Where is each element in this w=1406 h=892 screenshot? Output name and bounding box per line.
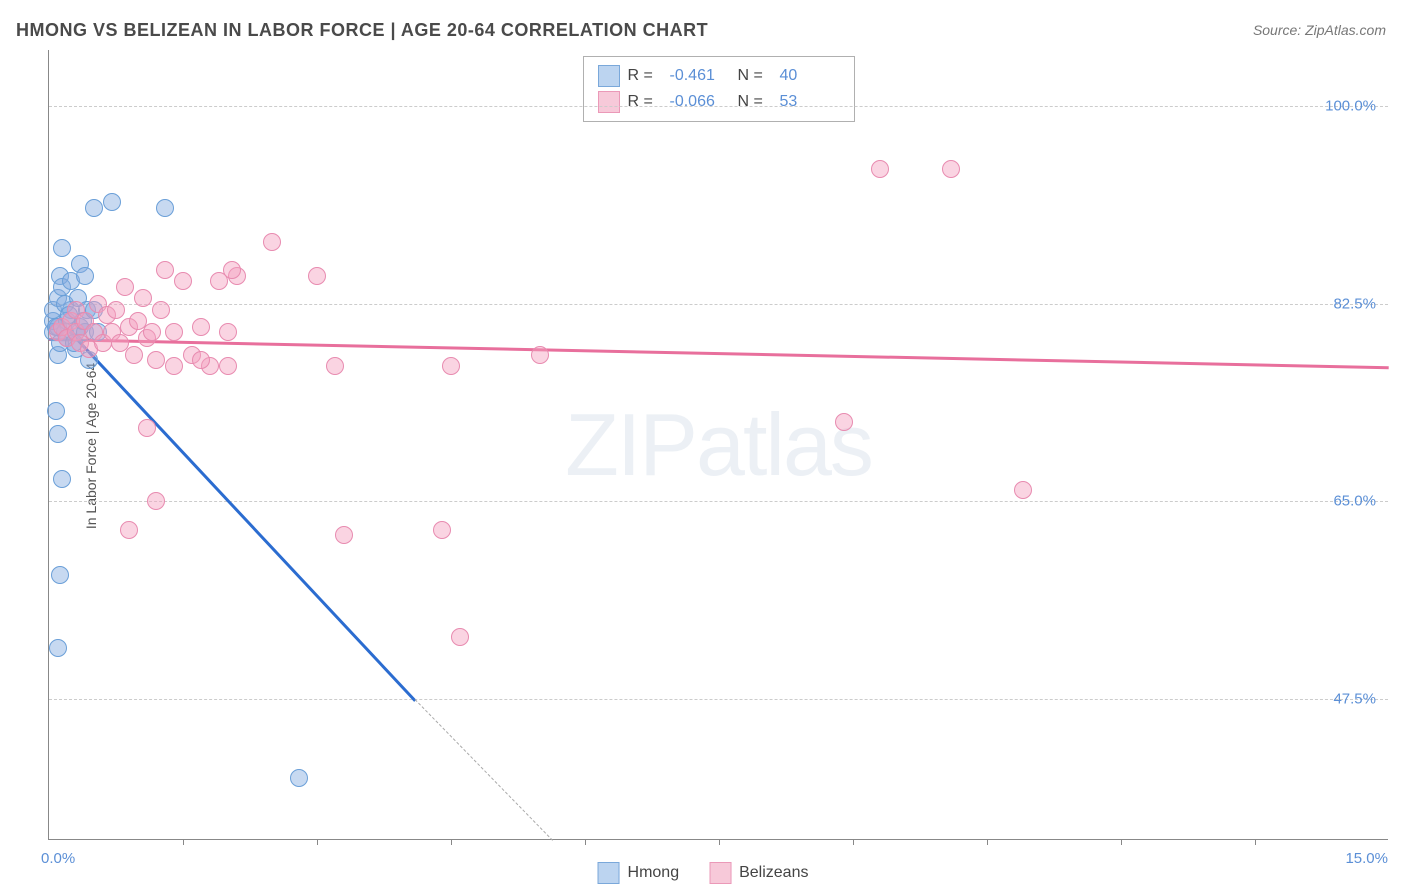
data-point bbox=[49, 425, 67, 443]
correlation-legend: R = -0.461 N = 40 R = -0.066 N = 53 bbox=[583, 56, 855, 122]
data-point bbox=[219, 323, 237, 341]
legend-item: Hmong bbox=[598, 862, 680, 884]
legend-swatch bbox=[598, 91, 620, 113]
x-tick bbox=[719, 839, 720, 845]
x-tick bbox=[183, 839, 184, 845]
data-point bbox=[76, 267, 94, 285]
data-point bbox=[223, 261, 241, 279]
x-tick bbox=[1121, 839, 1122, 845]
data-point bbox=[134, 289, 152, 307]
data-point bbox=[335, 526, 353, 544]
data-point bbox=[433, 521, 451, 539]
data-point bbox=[192, 351, 210, 369]
data-point bbox=[138, 419, 156, 437]
watermark-text-thin: atlas bbox=[696, 395, 872, 494]
chart-title: HMONG VS BELIZEAN IN LABOR FORCE | AGE 2… bbox=[16, 20, 708, 41]
data-point bbox=[85, 199, 103, 217]
data-point bbox=[143, 323, 161, 341]
data-point bbox=[942, 160, 960, 178]
data-point bbox=[49, 639, 67, 657]
data-point bbox=[147, 351, 165, 369]
source-label: Source: ZipAtlas.com bbox=[1253, 22, 1386, 38]
legend-n-label: N = bbox=[738, 93, 772, 111]
data-point bbox=[152, 301, 170, 319]
legend-r-label: R = bbox=[628, 67, 662, 85]
data-point bbox=[125, 346, 143, 364]
x-axis-max-label: 15.0% bbox=[1345, 850, 1388, 867]
series-legend: Hmong Belizeans bbox=[598, 862, 809, 884]
x-tick bbox=[987, 839, 988, 845]
data-point bbox=[290, 769, 308, 787]
data-point bbox=[47, 402, 65, 420]
data-point bbox=[120, 521, 138, 539]
data-point bbox=[103, 193, 121, 211]
data-point bbox=[531, 346, 549, 364]
gridline bbox=[49, 699, 1388, 700]
gridline bbox=[49, 106, 1388, 107]
legend-row: R = -0.066 N = 53 bbox=[598, 89, 840, 115]
legend-n-value: 53 bbox=[780, 93, 840, 111]
legend-label: Belizeans bbox=[739, 864, 808, 882]
data-point bbox=[263, 233, 281, 251]
legend-n-value: 40 bbox=[780, 67, 840, 85]
data-point bbox=[174, 272, 192, 290]
x-tick bbox=[317, 839, 318, 845]
watermark-text: ZIP bbox=[565, 395, 696, 494]
gridline bbox=[49, 304, 1388, 305]
x-tick bbox=[1255, 839, 1256, 845]
legend-row: R = -0.461 N = 40 bbox=[598, 63, 840, 89]
data-point bbox=[53, 470, 71, 488]
data-point bbox=[835, 413, 853, 431]
data-point bbox=[308, 267, 326, 285]
y-tick-label: 65.0% bbox=[1333, 493, 1376, 510]
legend-r-value: -0.066 bbox=[670, 93, 730, 111]
data-point bbox=[53, 239, 71, 257]
data-point bbox=[116, 278, 134, 296]
y-tick-label: 100.0% bbox=[1325, 98, 1376, 115]
data-point bbox=[165, 323, 183, 341]
legend-swatch bbox=[709, 862, 731, 884]
data-point bbox=[165, 357, 183, 375]
data-point bbox=[107, 301, 125, 319]
legend-swatch bbox=[598, 65, 620, 87]
y-tick-label: 82.5% bbox=[1333, 295, 1376, 312]
trend-line bbox=[49, 338, 1389, 369]
x-tick bbox=[585, 839, 586, 845]
data-point bbox=[156, 199, 174, 217]
data-point bbox=[871, 160, 889, 178]
data-point bbox=[219, 357, 237, 375]
data-point bbox=[442, 357, 460, 375]
legend-r-value: -0.461 bbox=[670, 67, 730, 85]
data-point bbox=[147, 492, 165, 510]
scatter-plot: ZIPatlas R =-0.461N =40R =-0.066N =53 0.… bbox=[48, 50, 1388, 840]
gridline bbox=[49, 501, 1388, 502]
legend-swatch bbox=[598, 862, 620, 884]
x-tick bbox=[451, 839, 452, 845]
data-point bbox=[1014, 481, 1032, 499]
legend-n-label: N = bbox=[738, 67, 772, 85]
x-axis-min-label: 0.0% bbox=[41, 850, 75, 867]
data-point bbox=[326, 357, 344, 375]
x-tick bbox=[853, 839, 854, 845]
data-point bbox=[156, 261, 174, 279]
data-point bbox=[51, 566, 69, 584]
trend-line-extrapolation bbox=[415, 699, 554, 841]
legend-label: Hmong bbox=[628, 864, 680, 882]
data-point bbox=[192, 318, 210, 336]
data-point bbox=[451, 628, 469, 646]
legend-r-label: R = bbox=[628, 93, 662, 111]
legend-item: Belizeans bbox=[709, 862, 808, 884]
trend-line bbox=[66, 327, 416, 701]
watermark: ZIPatlas bbox=[565, 394, 872, 496]
y-tick-label: 47.5% bbox=[1333, 690, 1376, 707]
